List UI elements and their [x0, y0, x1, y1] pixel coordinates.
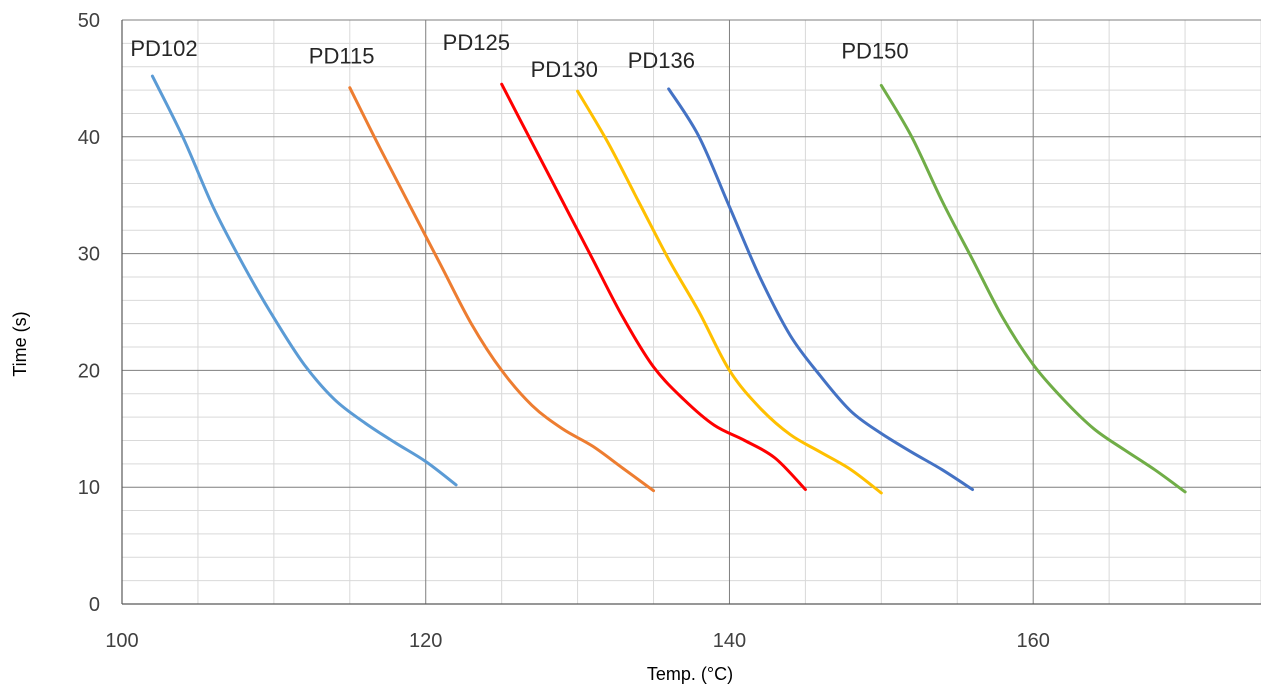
y-tick-label: 50 [78, 10, 100, 32]
x-tick-label: 100 [105, 630, 138, 652]
series-line-pd130 [576, 89, 883, 495]
x-tick-label: 140 [713, 630, 746, 652]
series-line-pd125 [500, 82, 807, 491]
series-label-pd130: PD130 [531, 57, 598, 82]
tick-labels: 0 10 20 30 40 50 100 120 140 160 [78, 10, 1050, 652]
series-line-pd102 [150, 74, 458, 487]
series-label-pd115: PD115 [309, 44, 375, 69]
x-tick-label: 160 [1017, 630, 1050, 652]
series-lines [150, 74, 1187, 495]
series-label-pd136: PD136 [628, 48, 695, 73]
series-label-pd125: PD125 [443, 30, 510, 55]
y-tick-label: 0 [89, 594, 100, 616]
series-label-pd102: PD102 [130, 36, 197, 61]
x-axis-title: Temp. (°C) [647, 664, 733, 684]
series-label-pd150: PD150 [841, 38, 908, 63]
y-tick-label: 40 [78, 127, 100, 149]
axes [121, 20, 1261, 605]
y-axis-title: Time (s) [10, 311, 30, 376]
series-labels: PD102 PD115 PD125 PD130 PD136 PD150 [130, 30, 908, 82]
y-tick-label: 20 [78, 360, 100, 382]
series-line-pd115 [348, 86, 655, 493]
minor-gridlines [122, 20, 1261, 604]
series-line-pd136 [667, 87, 974, 491]
major-gridlines [122, 19, 1261, 604]
series-line-pd150 [879, 83, 1187, 494]
y-tick-label: 10 [78, 477, 100, 499]
x-tick-label: 120 [409, 630, 442, 652]
y-tick-label: 30 [78, 244, 100, 266]
